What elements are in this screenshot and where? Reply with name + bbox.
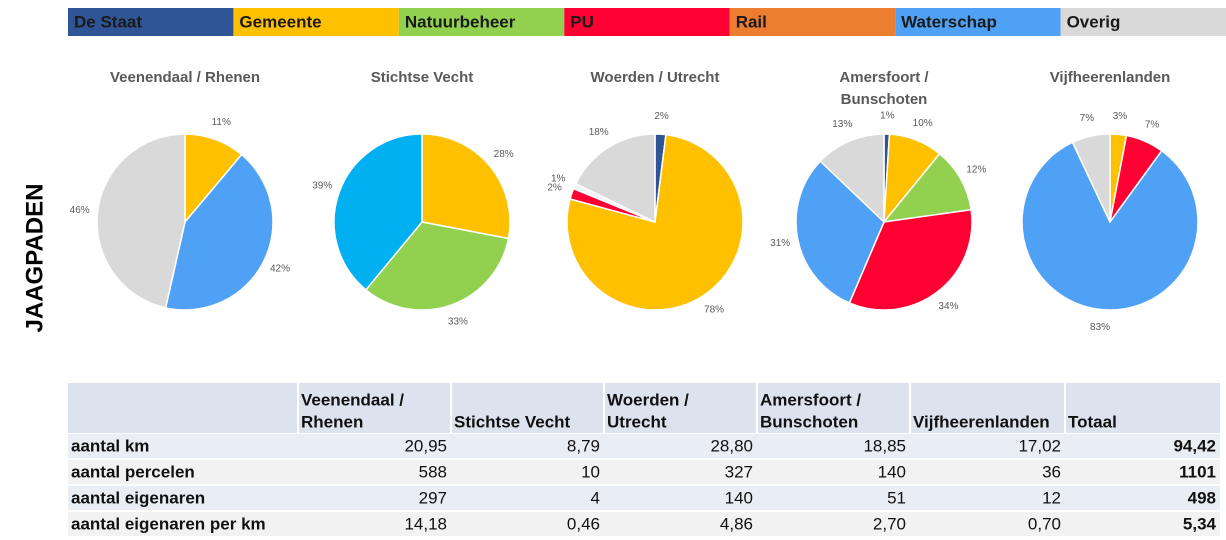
data-label: 31% <box>770 238 790 249</box>
pie-slice <box>795 160 885 304</box>
data-label: 1% <box>880 111 895 122</box>
pie-slice <box>164 153 274 311</box>
table-cell: 2,70 <box>873 514 906 533</box>
data-label: 10% <box>913 118 933 129</box>
column-header: Vijfheerenlanden <box>913 412 1050 431</box>
pie-slice <box>1021 141 1199 311</box>
column-header: Amersfoort / <box>760 390 861 409</box>
data-label: 83% <box>1090 322 1110 333</box>
data-label: 7% <box>1080 113 1095 124</box>
legend-swatch <box>729 8 896 36</box>
row-label: aantal percelen <box>71 462 195 481</box>
column-header: Utrecht <box>607 412 667 431</box>
table-cell: 0,70 <box>1028 514 1061 533</box>
data-label: 13% <box>832 119 852 130</box>
pie-slice <box>96 133 186 309</box>
pie-slice <box>421 133 511 240</box>
table-row-bg <box>68 434 1220 458</box>
data-label: 18% <box>589 127 609 138</box>
pie-slice <box>848 208 973 311</box>
legend-label: Natuurbeheer <box>405 12 516 31</box>
data-label: 33% <box>448 316 468 327</box>
table-cell: 0,46 <box>567 514 600 533</box>
legend-label: De Staat <box>74 12 142 31</box>
data-label: 2% <box>654 111 669 122</box>
table-cell: 8,79 <box>567 436 600 455</box>
data-label: 46% <box>70 205 90 216</box>
column-header: Totaal <box>1068 412 1117 431</box>
table-cell: 12 <box>1042 488 1061 507</box>
table-cell: 36 <box>1042 462 1061 481</box>
pie-slice <box>574 133 656 224</box>
data-label: 1% <box>551 173 566 184</box>
table-cell: 588 <box>419 462 447 481</box>
pie-title: Woerden / Utrecht <box>591 69 720 86</box>
data-label: 34% <box>938 301 958 312</box>
row-label: aantal eigenaren per km <box>71 514 266 533</box>
table-cell: 14,18 <box>404 514 447 533</box>
pie-slice <box>1071 133 1111 223</box>
row-label: aantal eigenaren <box>71 488 205 507</box>
data-label: 42% <box>270 264 290 275</box>
table-row-bg <box>68 486 1220 510</box>
table-cell: 51 <box>887 488 906 507</box>
data-label: 39% <box>312 181 332 192</box>
pie-title: Vijfheerenlanden <box>1050 69 1171 86</box>
table-cell: 140 <box>725 488 753 507</box>
table-cell: 94,42 <box>1173 436 1216 455</box>
pie-title: Veenendaal / Rhenen <box>110 69 260 86</box>
side-label: JAAGPADEN <box>21 184 48 333</box>
pie-title: Bunschoten <box>841 91 928 108</box>
legend-label: Waterschap <box>901 12 997 31</box>
table-cell: 1101 <box>1179 462 1216 481</box>
data-label: 3% <box>1113 111 1128 122</box>
column-header: Woerden / <box>607 390 689 409</box>
legend-swatch <box>68 8 234 36</box>
legend-label: Overig <box>1067 12 1121 31</box>
table-cell: 17,02 <box>1018 436 1061 455</box>
legend-label: PU <box>570 12 594 31</box>
table-cell: 297 <box>419 488 447 507</box>
data-label: 12% <box>966 165 986 176</box>
pie-slice <box>819 133 885 224</box>
data-label: 2% <box>547 183 562 194</box>
pie-slice <box>882 152 972 224</box>
table-row-bg <box>68 512 1220 536</box>
column-header: Stichtse Vecht <box>454 412 571 431</box>
legend-label: Rail <box>736 12 767 31</box>
data-label: 11% <box>212 117 231 128</box>
legend-swatch <box>895 8 1061 36</box>
table-cell: 327 <box>725 462 753 481</box>
data-label: 7% <box>1145 119 1160 130</box>
table-cell: 4 <box>591 488 600 507</box>
pie-slice <box>364 221 510 311</box>
legend-label: Gemeente <box>239 12 321 31</box>
data-label: 78% <box>704 305 724 316</box>
table-cell: 498 <box>1188 488 1216 507</box>
column-header: Bunschoten <box>760 412 858 431</box>
pie-slice <box>333 133 423 291</box>
legend-swatch <box>398 8 565 36</box>
table-cell: 140 <box>878 462 906 481</box>
row-label: aantal km <box>71 436 149 455</box>
table-cell: 4,86 <box>720 514 753 533</box>
table-cell: 5,34 <box>1183 514 1217 533</box>
column-header: Veenendaal / <box>301 390 404 409</box>
table-cell: 18,85 <box>863 436 906 455</box>
legend-swatch <box>1060 8 1226 36</box>
table-header-bg <box>68 383 1220 433</box>
table-cell: 10 <box>581 462 600 481</box>
legend-swatch <box>564 8 730 36</box>
table-row-bg <box>68 460 1220 484</box>
table-cell: 28,80 <box>710 436 753 455</box>
table-cell: 20,95 <box>404 436 447 455</box>
data-label: 28% <box>494 149 514 160</box>
pie-title: Amersfoort / <box>839 69 929 86</box>
legend-swatch <box>233 8 399 36</box>
pie-title: Stichtse Vecht <box>371 69 474 86</box>
column-header: Rhenen <box>301 412 363 431</box>
